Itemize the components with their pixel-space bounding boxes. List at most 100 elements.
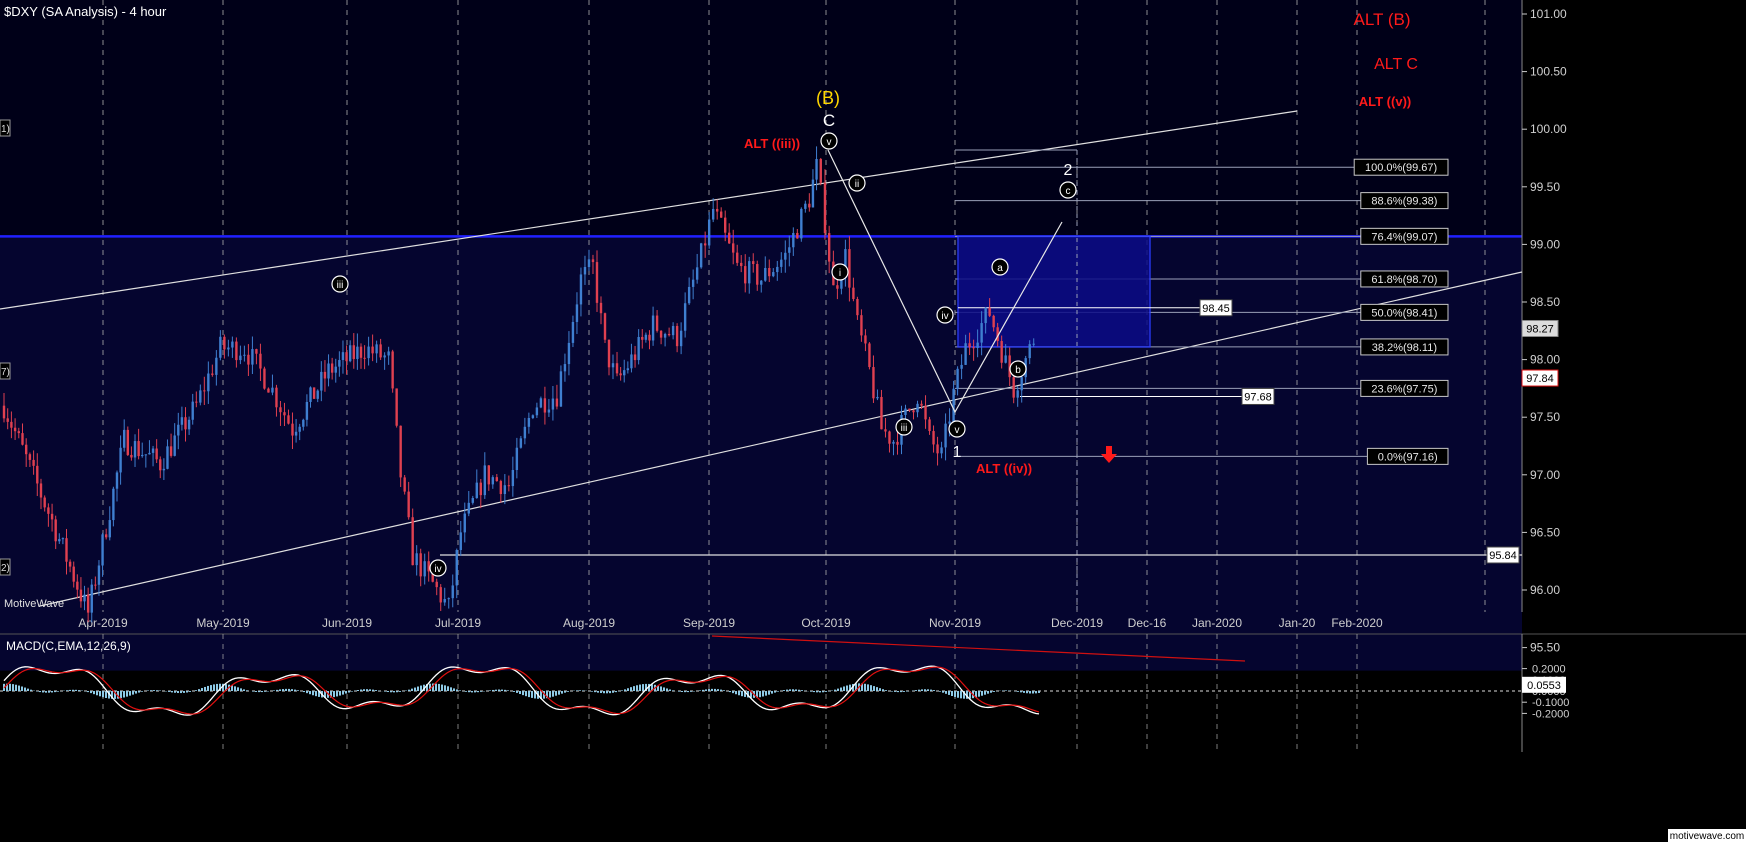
candle-body (330, 363, 334, 373)
candle-body (707, 219, 711, 246)
candle-body (199, 390, 202, 403)
candle-body (515, 447, 519, 471)
candle-body (695, 267, 699, 280)
candle-body (173, 435, 176, 456)
candle-body (383, 355, 386, 358)
fib-label: 76.4%(99.07) (1371, 231, 1437, 243)
candle-body (6, 418, 9, 422)
fib-label-box (1360, 379, 1449, 397)
candle-body (611, 363, 615, 368)
candle-body (940, 447, 943, 454)
candle-body (732, 243, 735, 253)
candle-body (459, 532, 462, 551)
candle-body (703, 243, 707, 246)
candle-body (187, 419, 191, 430)
chart-title: $DXY (SA Analysis) - 4 hour (4, 4, 167, 19)
fib-label-box (1360, 303, 1449, 321)
left-edge-label-box (0, 558, 11, 576)
fib-label: 50.0%(98.41) (1371, 307, 1437, 319)
candle-body (637, 336, 640, 361)
candle-body (279, 407, 282, 413)
candle-body (852, 287, 855, 300)
candle-body (547, 409, 551, 413)
candle-body (724, 217, 727, 233)
candle-body (427, 561, 430, 572)
candle-body (567, 342, 571, 365)
candle-body (1032, 343, 1035, 345)
candle-body (126, 429, 130, 455)
candle-body (423, 561, 426, 577)
candle-body (491, 477, 495, 485)
candle-body (679, 330, 683, 347)
candle-body (28, 454, 32, 460)
fib-label: 61.8%(98.70) (1371, 274, 1437, 286)
candle-body (133, 441, 137, 458)
candle-body (207, 373, 210, 392)
candle-body (920, 403, 923, 406)
current-price-marker (1521, 319, 1559, 337)
wave-label-text: iv (941, 311, 948, 322)
candle-body (101, 534, 104, 566)
candle-body (691, 279, 695, 287)
candle-body (223, 336, 226, 350)
candle-body (603, 313, 607, 340)
candle-body (141, 454, 144, 457)
candle-body (247, 354, 250, 365)
lower-channel-line (39, 271, 1523, 607)
candle-body (648, 334, 651, 341)
candle-body (980, 323, 983, 343)
candle-body (283, 412, 286, 416)
upper-channel-line (0, 110, 1298, 310)
candle-body (823, 182, 827, 234)
candle-body (744, 266, 747, 284)
fib-label-box (1353, 158, 1449, 176)
candle-body (1028, 344, 1031, 359)
candle-body (144, 454, 148, 456)
price-panel[interactable]: Apr-2019 May-2019 Jun-2019 Jul-2019 Aug-2019… (0, 0, 1567, 671)
candle-body (291, 423, 294, 436)
macd-tick-label: 0.2000 (1532, 664, 1566, 676)
candle-body (104, 534, 108, 538)
macd-panel[interactable]: 0.20000.10000.0000-0.1000-0.20000.0553MA… (0, 633, 1746, 842)
candle-body (543, 398, 547, 413)
candle-body (79, 589, 83, 602)
wave-label-text: v (955, 425, 960, 436)
candle-body (641, 336, 644, 340)
candle-body (419, 553, 422, 577)
left-edge-label: 2) (1, 563, 10, 574)
candle-body (1020, 377, 1023, 391)
candle-body (305, 401, 309, 420)
alt-wave-label: ALT C (1374, 56, 1418, 73)
candle-body (352, 345, 355, 359)
candle-body (1004, 355, 1007, 363)
candle-body (928, 419, 931, 432)
current-price-label: 97.84 (1526, 373, 1554, 385)
candle-body (800, 208, 803, 239)
candle-body (591, 259, 595, 263)
candle-body (447, 598, 450, 600)
candle-body (531, 415, 535, 418)
candle-body (316, 390, 319, 399)
price-tick-label: 100.50 (1530, 65, 1567, 79)
price-tick-label: 97.50 (1530, 410, 1560, 424)
candle-body (776, 266, 779, 273)
candle-body (356, 346, 359, 359)
macd-title: MACD(C,EMA,12,26,9) (6, 639, 131, 653)
candle-body (411, 517, 414, 566)
candle-body (932, 431, 935, 445)
candle-body (523, 426, 527, 439)
candle-body (148, 452, 151, 455)
candle-body (535, 407, 539, 416)
candle-body (259, 353, 262, 369)
candle-body (968, 343, 971, 348)
wave-label-circle (1059, 181, 1077, 199)
alt-wave-label: ALT ((iii)) (744, 136, 800, 151)
candle-body (964, 343, 967, 365)
macd-tick-label: -0.2000 (1532, 708, 1569, 720)
candle-body (58, 539, 61, 542)
wave-label-circle (948, 420, 966, 438)
candle-body (772, 272, 775, 277)
candle-body (90, 584, 93, 613)
candle-body (595, 262, 599, 303)
